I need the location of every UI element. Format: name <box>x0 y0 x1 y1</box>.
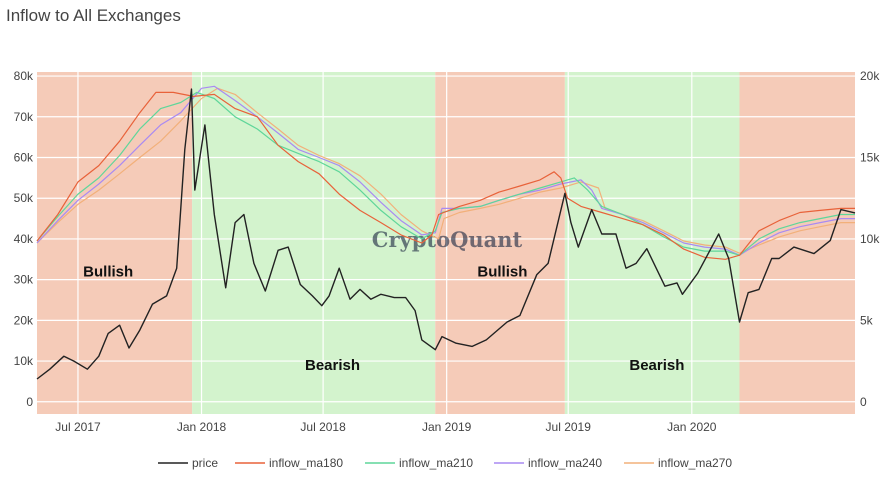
y-axis-right: 0 5k 10k 15k 20k <box>860 69 880 409</box>
region-band-bullish <box>739 72 855 414</box>
x-tick-label: Jul 2019 <box>546 420 592 434</box>
x-tick-label: Jan 2018 <box>177 420 227 434</box>
region-label-bearish: Bearish <box>629 357 684 374</box>
chart-title: Inflow to All Exchanges <box>6 6 181 25</box>
region-band-bullish <box>37 72 193 414</box>
legend-label-price[interactable]: price <box>192 456 218 470</box>
series-line-inflow_ma210 <box>36 91 855 256</box>
y-right-tick-label: 20k <box>860 69 880 83</box>
series-line-inflow_ma270 <box>36 87 855 254</box>
y-left-tick-label: 30k <box>14 273 34 287</box>
y-left-tick-label: 50k <box>14 191 34 205</box>
series-line-price <box>36 88 856 380</box>
legend-label-inflow_ma180[interactable]: inflow_ma180 <box>269 456 343 470</box>
region-labels: Bullish Bearish Bullish Bearish <box>83 264 684 375</box>
region-band-bullish <box>435 72 565 414</box>
series-lines <box>36 85 856 380</box>
x-tick-label: Jan 2020 <box>667 420 717 434</box>
y-right-tick-label: 10k <box>860 232 880 246</box>
watermark-text: CryptoQuant <box>372 227 523 252</box>
legend-label-inflow_ma240[interactable]: inflow_ma240 <box>528 456 602 470</box>
y-axis-left: 0 10k 20k 30k 40k 50k 60k 70k 80k <box>14 69 34 409</box>
y-left-tick-label: 20k <box>14 313 34 327</box>
gridlines <box>37 72 855 414</box>
x-tick-label: Jan 2019 <box>422 420 472 434</box>
x-axis: Jul 2017 Jan 2018 Jul 2018 Jan 2019 Jul 2019… <box>55 420 717 434</box>
y-left-tick-label: 10k <box>14 354 34 368</box>
y-right-tick-label: 15k <box>860 151 880 165</box>
region-band-bearish <box>564 72 740 414</box>
x-tick-label: Jul 2017 <box>55 420 101 434</box>
series-line-inflow_ma240 <box>36 85 855 256</box>
y-left-tick-label: 40k <box>14 232 34 246</box>
legend-label-inflow_ma270[interactable]: inflow_ma270 <box>658 456 732 470</box>
series-line-inflow_ma180 <box>36 91 855 260</box>
y-left-tick-label: 0 <box>26 395 33 409</box>
y-left-tick-label: 60k <box>14 151 34 165</box>
y-right-tick-label: 5k <box>860 313 874 327</box>
region-label-bullish: Bullish <box>83 264 133 281</box>
legend: price inflow_ma180 inflow_ma210 inflow_ma24… <box>158 456 732 470</box>
legend-label-inflow_ma210[interactable]: inflow_ma210 <box>399 456 473 470</box>
region-label-bearish: Bearish <box>305 357 360 374</box>
x-tick-label: Jul 2018 <box>300 420 346 434</box>
y-right-tick-label: 0 <box>860 395 867 409</box>
region-label-bullish: Bullish <box>477 264 527 281</box>
y-left-tick-label: 70k <box>14 110 34 124</box>
y-left-tick-label: 80k <box>14 69 34 83</box>
